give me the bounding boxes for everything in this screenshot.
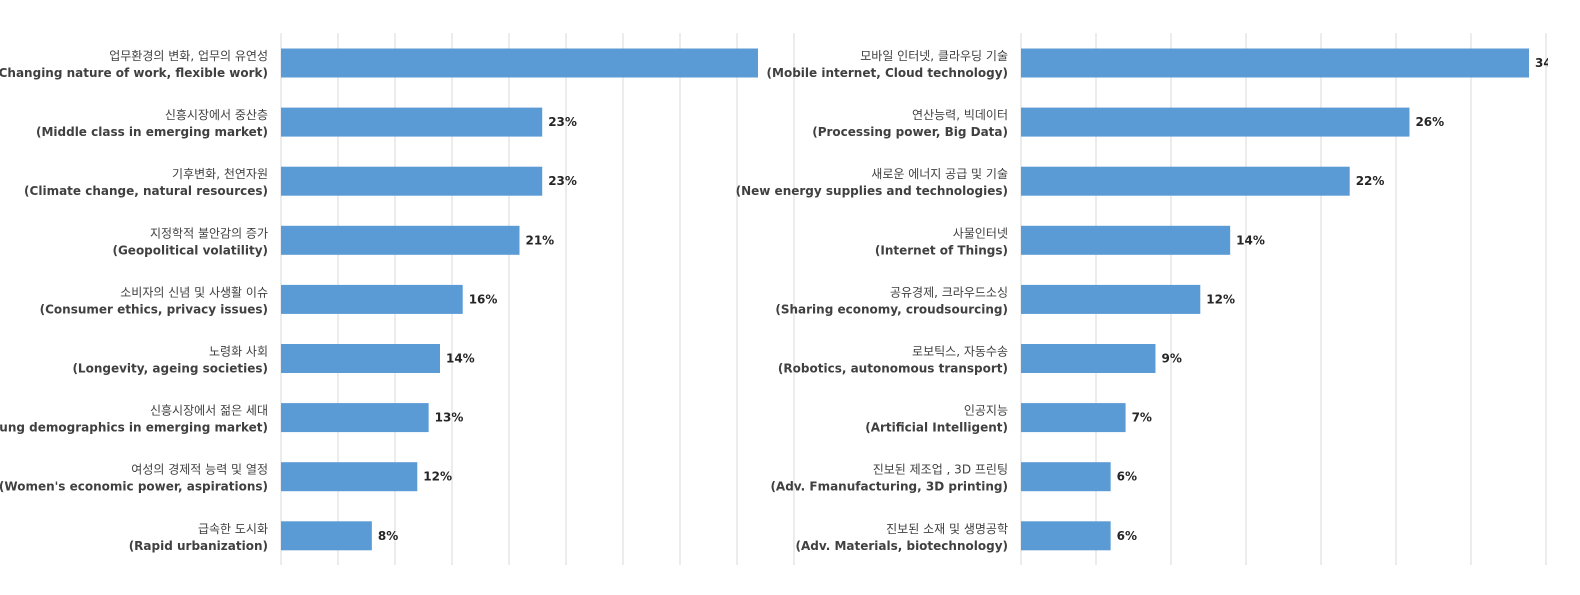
data-label: 14% — [446, 352, 475, 366]
category-label-en: (Longevity, ageing societies) — [72, 362, 268, 376]
bar — [281, 166, 543, 196]
bar — [1021, 462, 1111, 492]
category-label-kr: 모바일 인터넷, 클라우딩 기술 — [860, 49, 1008, 63]
bar — [281, 107, 543, 137]
category-label-en: (Women's economic power, aspirations) — [0, 480, 268, 494]
data-label: 21% — [525, 233, 554, 247]
bar — [1021, 48, 1529, 78]
bar — [281, 462, 418, 492]
plot-area: 23% 23% 21% 16% 14% 13% 12% 8% — [281, 48, 758, 551]
category-label-en: (Consumer ethics, privacy issues) — [40, 302, 268, 316]
category-label-en: (Rapid urbanization) — [129, 539, 268, 553]
data-label: 13% — [435, 411, 464, 425]
data-label: 12% — [423, 470, 452, 484]
category-label-kr: 진보된 제조업 , 3D 프린팅 — [873, 463, 1008, 477]
category-label-en: (Sharing economy, croudsourcing) — [775, 302, 1008, 316]
bar — [281, 403, 429, 433]
chart-global-trends: 23% 23% 21% 16% 14% 13% 12% 8% 업무환경의 변화, 업무의 유연성… — [0, 33, 795, 565]
category-label-en: (Climate change, natural resources) — [24, 184, 268, 198]
category-label-kr: 공유경제, 크라우드소싱 — [890, 285, 1008, 299]
category-label-kr: 지정학적 불안감의 증가 — [150, 226, 268, 240]
category-label-kr: 신흥시장에서 중산층 — [165, 108, 268, 122]
bar — [1021, 107, 1410, 137]
data-label: 22% — [1356, 174, 1385, 188]
bar — [1021, 166, 1350, 196]
category-label-kr: 사물인터넷 — [953, 226, 1008, 240]
chart-technology-drivers: 34% 26% 22% 14% 12% 9% 7% 6% 6% 모바일 인터넷, 클라우딩 기술 (… — [736, 33, 1564, 565]
bar — [1021, 403, 1126, 433]
data-label: 7% — [1132, 411, 1152, 425]
data-label: 12% — [1206, 292, 1235, 306]
data-label: 34% — [1535, 56, 1564, 70]
data-label: 16% — [469, 292, 498, 306]
category-label-en: (Internet of Things) — [875, 243, 1008, 257]
category-label-en: (Middle class in emerging market) — [36, 125, 268, 139]
category-label-kr: 인공지능 — [964, 404, 1008, 418]
bar — [1021, 284, 1201, 314]
bar — [281, 284, 463, 314]
category-label-kr: 급속한 도시화 — [198, 522, 268, 536]
category-label-en: (Artificial Intelligent) — [865, 421, 1008, 435]
bar — [1021, 521, 1111, 551]
category-label-en: (Mobile internet, Cloud technology) — [767, 66, 1008, 80]
data-label: 14% — [1236, 233, 1265, 247]
plot-area: 34% 26% 22% 14% 12% 9% 7% 6% 6% — [1021, 48, 1564, 551]
category-label-en: (Geopolitical volatility) — [112, 243, 268, 257]
data-label: 8% — [378, 529, 398, 543]
category-label-kr: 업무환경의 변화, 업무의 유연성 — [109, 49, 268, 63]
category-label-en: (Robotics, autonomous transport) — [778, 362, 1008, 376]
category-label-kr: 진보된 소재 및 생명공학 — [886, 522, 1008, 536]
bar — [1021, 225, 1231, 255]
category-label-kr: 여성의 경제적 능력 및 열정 — [131, 463, 268, 477]
data-label: 26% — [1415, 115, 1444, 129]
bar — [281, 344, 440, 373]
category-label-kr: 노령화 사회 — [209, 345, 268, 359]
category-label-kr: 소비자의 신념 및 사생활 이슈 — [120, 285, 268, 299]
category-label-kr: 로보틱스, 자동수송 — [912, 345, 1008, 359]
category-label-en: (Changing nature of work, flexible work) — [0, 66, 268, 80]
bar — [281, 225, 520, 255]
category-label-kr: 새로운 에너지 공급 및 기술 — [871, 167, 1008, 181]
data-label: 23% — [548, 115, 577, 129]
category-label-kr: 연산능력, 빅데이터 — [912, 108, 1008, 122]
category-label-kr: 신흥시장에서 젊은 세대 — [150, 404, 268, 418]
data-label: 6% — [1117, 470, 1137, 484]
category-label-en: (Young demographics in emerging market) — [0, 421, 268, 435]
category-label-en: (Adv. Materials, biotechnology) — [796, 539, 1009, 553]
bar — [1021, 344, 1156, 373]
bar — [281, 521, 372, 551]
category-label-en: (Adv. Fmanufacturing, 3D printing) — [770, 480, 1008, 494]
data-label: 6% — [1117, 529, 1137, 543]
category-label-kr: 기후변화, 천연자원 — [172, 166, 268, 181]
category-label-en: (New energy supplies and technologies) — [736, 184, 1008, 198]
bar — [281, 48, 758, 78]
data-label: 9% — [1161, 352, 1181, 366]
category-label-en: (Processing power, Big Data) — [812, 125, 1008, 139]
data-label: 23% — [548, 174, 577, 188]
